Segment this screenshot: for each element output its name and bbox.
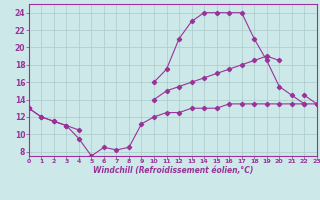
- X-axis label: Windchill (Refroidissement éolien,°C): Windchill (Refroidissement éolien,°C): [92, 166, 253, 175]
